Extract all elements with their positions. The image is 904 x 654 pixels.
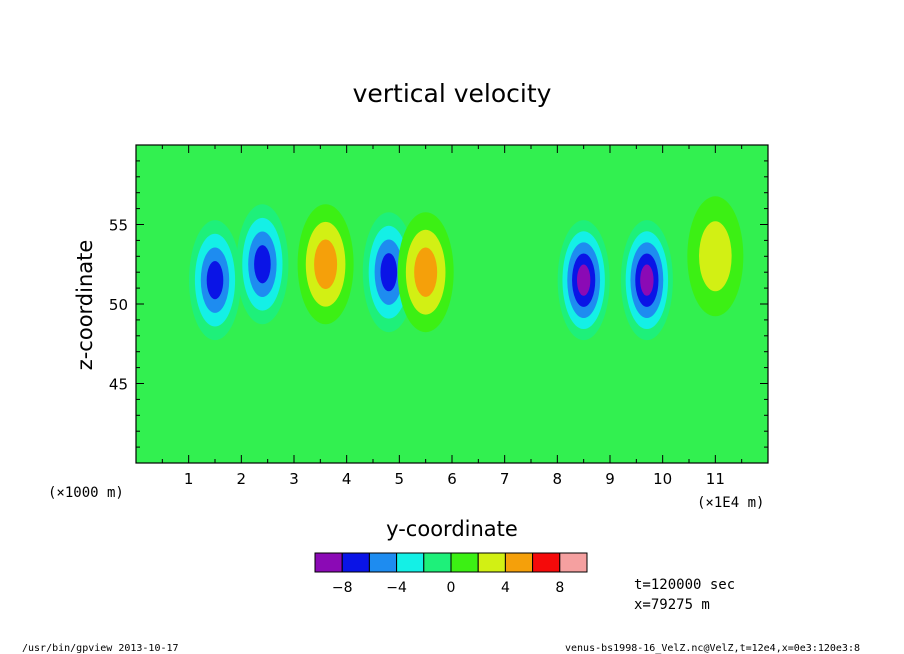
colorbar-tick-label: 8 [555, 580, 564, 596]
contour-level [640, 264, 654, 296]
velocity-cell-5 [620, 220, 673, 341]
x-tick-label: 4 [342, 470, 352, 488]
contour-level [206, 261, 224, 300]
velocity-cell-2 [236, 204, 289, 325]
contour-level [380, 253, 398, 292]
x-tick-label: 8 [553, 470, 563, 488]
contour-level [254, 245, 271, 284]
footer-source: venus-bs1998-16_VelZ.nc@VelZ,t=12e4,x=0e… [565, 643, 860, 654]
colorbar-tick-label: −4 [386, 580, 407, 596]
colorbar-swatch [396, 552, 425, 573]
x-tick-label: 2 [237, 470, 247, 488]
contour-level [699, 221, 732, 292]
heatmap-plot-area [135, 144, 769, 464]
colorbar-swatch [368, 552, 398, 573]
x-tick-label: 5 [395, 470, 405, 488]
x-axis-label: y-coordinate [386, 517, 518, 541]
x-tick-label: 1 [184, 470, 194, 488]
x-tick-label: 6 [447, 470, 457, 488]
colorbar-tick-label: 4 [501, 580, 510, 596]
x-tick-label: 11 [706, 470, 725, 488]
velocity-cell-8 [687, 196, 744, 317]
colorbar: −8 −4 0 4 8 [314, 552, 588, 596]
colorbar-swatch [341, 552, 370, 573]
x-unit-right: (×1E4 m) [697, 495, 764, 511]
y-axis-ticks: 45 50 55 [109, 160, 768, 448]
contour-level [414, 247, 438, 297]
x-tick-label: 10 [653, 470, 672, 488]
colorbar-swatch [477, 552, 506, 573]
x-tick-label: 9 [605, 470, 615, 488]
velocity-cell-6 [297, 204, 354, 325]
chart-title: vertical velocity [353, 79, 552, 108]
contour-level [314, 239, 338, 289]
colorbar-tick-label: −8 [332, 580, 353, 596]
x-axis-ticks: 1 2 3 4 5 6 7 8 9 10 11 [161, 145, 743, 488]
y-tick-label: 55 [109, 217, 128, 235]
colorbar-swatch [559, 552, 588, 573]
velocity-cell-7 [397, 212, 454, 333]
y-axis-label: z-coordinate [73, 240, 97, 371]
y-tick-label: 50 [109, 296, 128, 314]
y-tick-label: 45 [109, 376, 128, 394]
x-unit-left: (×1000 m) [48, 485, 124, 501]
x-position-readout: x=79275 m [634, 597, 710, 613]
colorbar-swatch [314, 552, 343, 573]
colorbar-swatch [532, 552, 561, 573]
colorbar-swatch [450, 552, 479, 573]
time-readout: t=120000 sec [634, 577, 735, 593]
contour-level [576, 264, 591, 296]
footer-program: /usr/bin/gpview 2013-10-17 [22, 643, 179, 654]
x-tick-label: 3 [289, 470, 299, 488]
x-tick-label: 7 [500, 470, 510, 488]
colorbar-swatch [504, 552, 534, 573]
velocity-cell-1 [189, 220, 241, 341]
colorbar-swatch [423, 552, 452, 573]
colorbar-tick-label: 0 [447, 580, 456, 596]
velocity-cell-4 [557, 220, 610, 341]
